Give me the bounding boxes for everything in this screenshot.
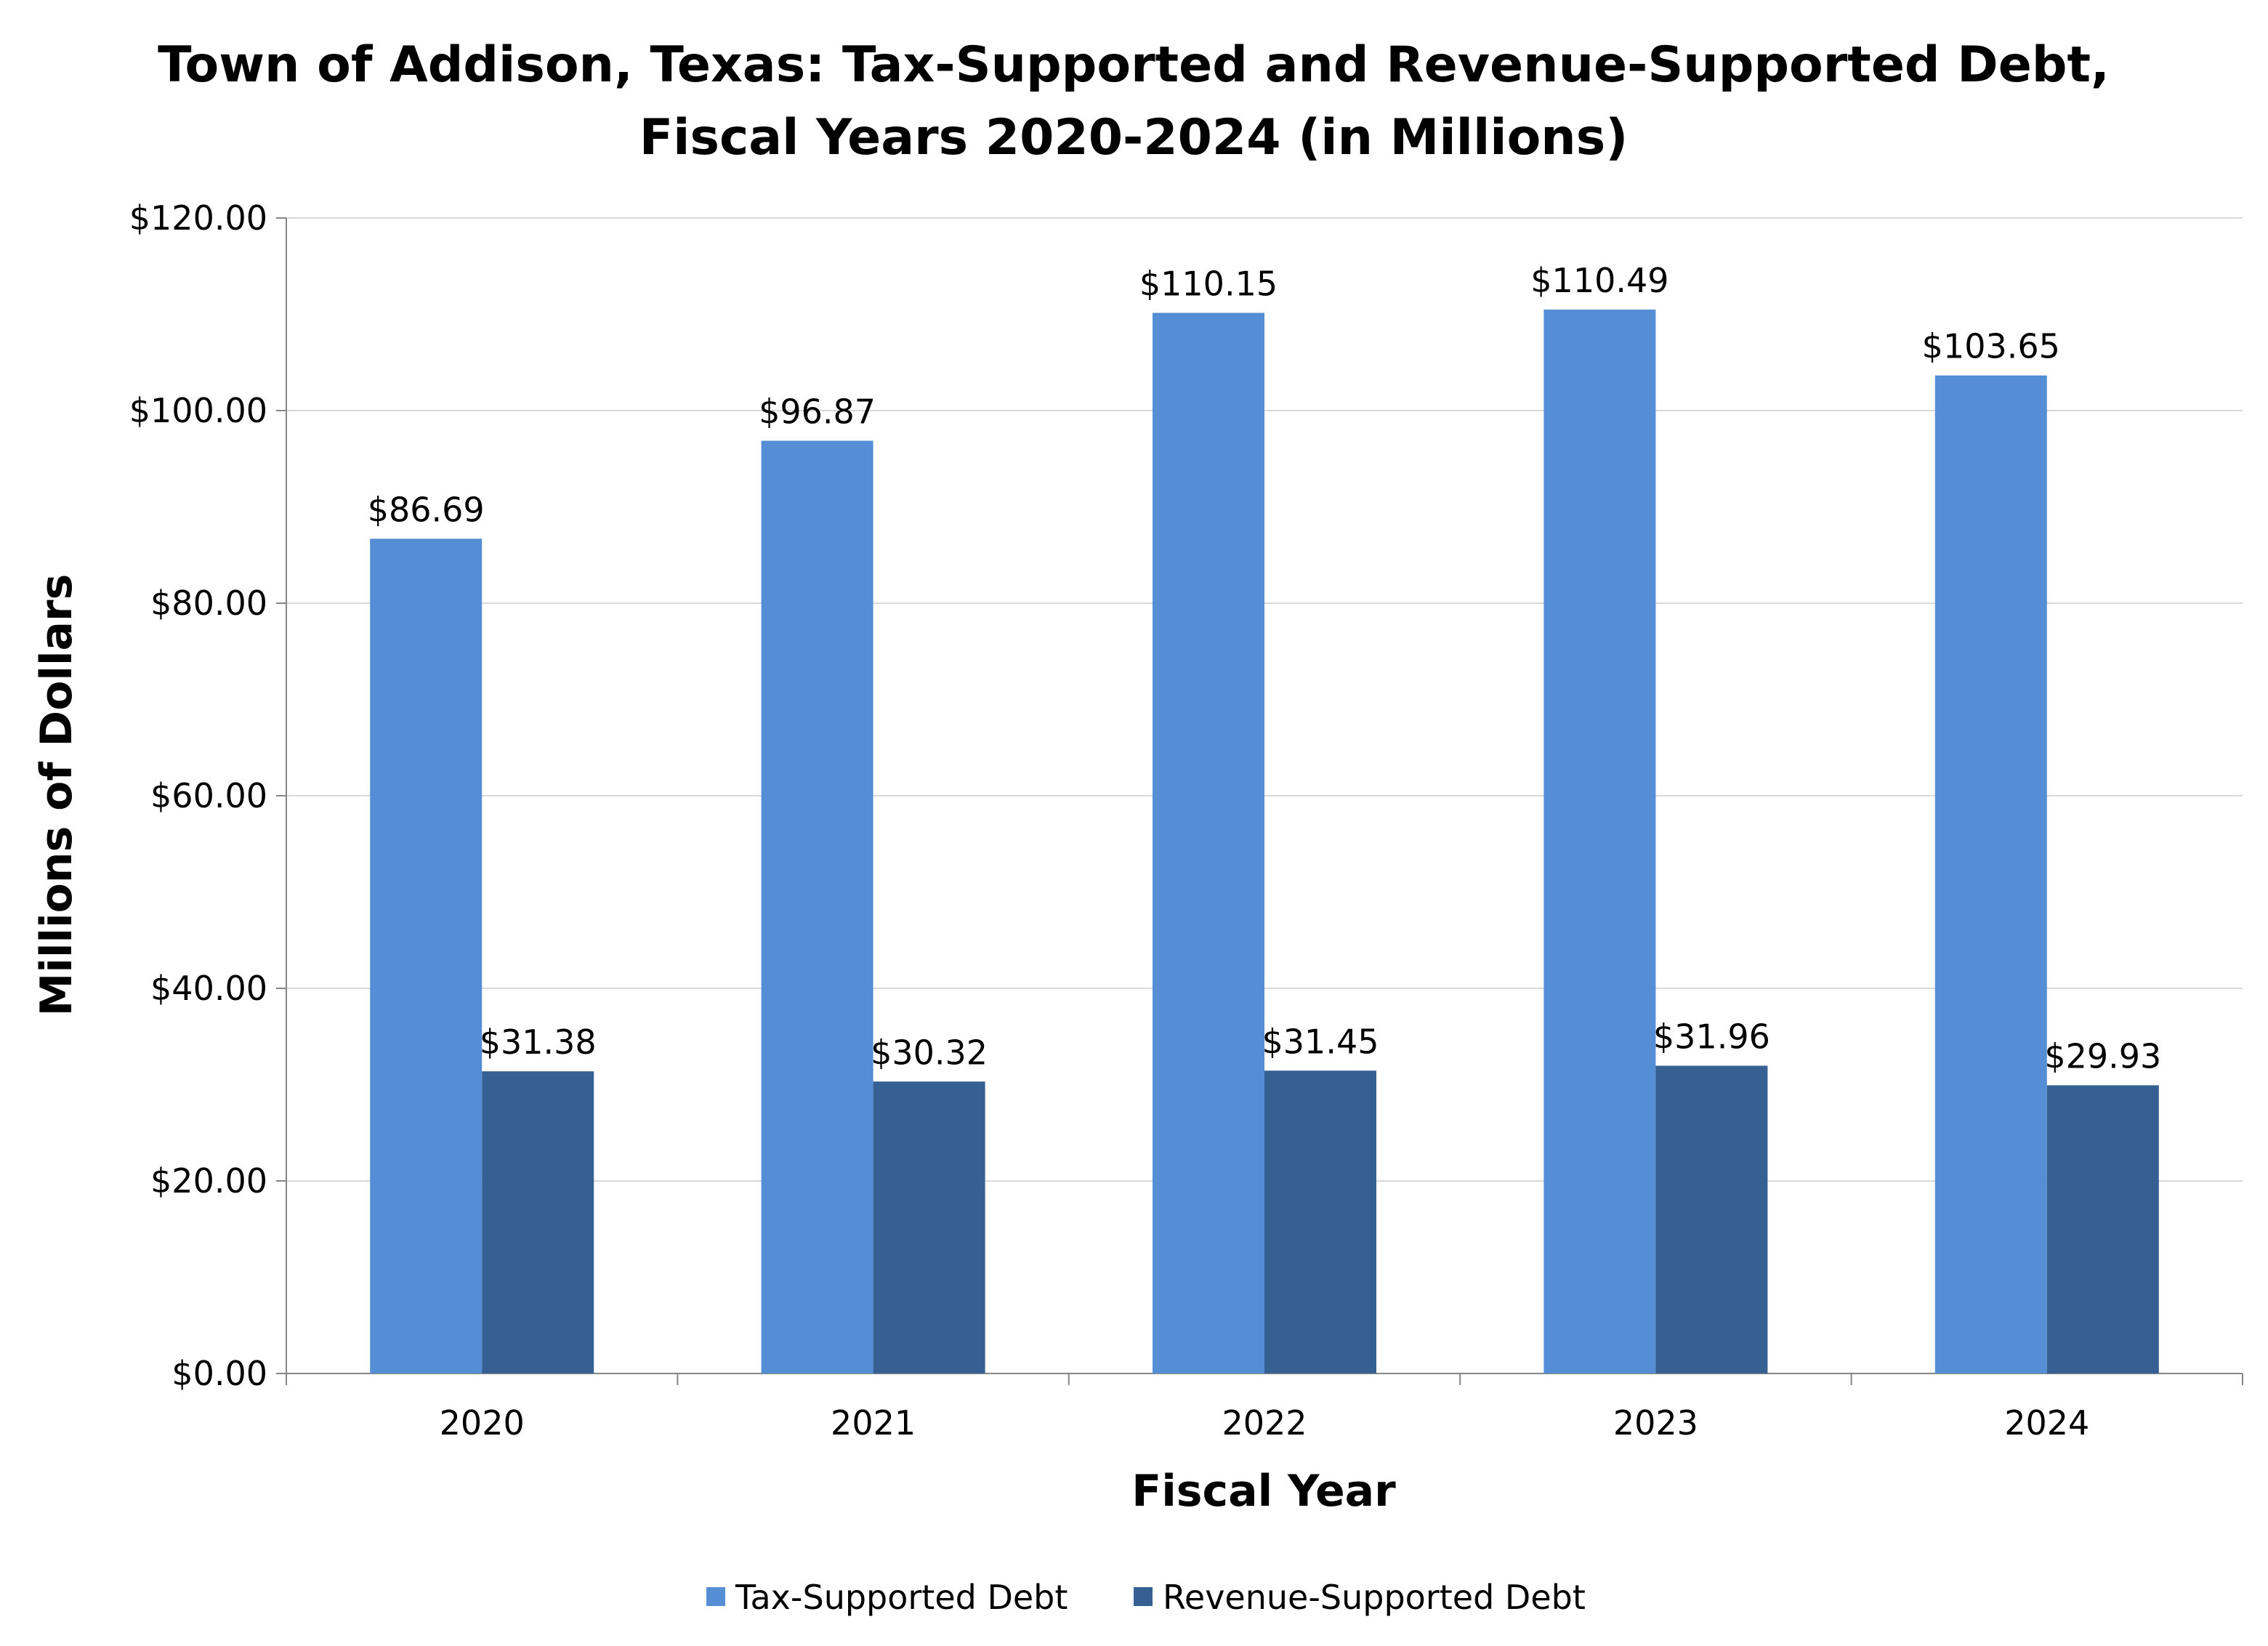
bar-tax-supported-debt-2024 bbox=[1934, 375, 2047, 1374]
y-tick-label: $60.00 bbox=[150, 776, 267, 815]
chart-subtitle: Fiscal Years 2020-2024 (in Millions) bbox=[639, 109, 1629, 166]
data-label-revenue-supported-debt-2024: $29.93 bbox=[2044, 1036, 2161, 1076]
y-tick-label: $0.00 bbox=[171, 1354, 267, 1393]
bar-revenue-supported-debt-2020 bbox=[482, 1071, 594, 1373]
y-tick-label: $120.00 bbox=[129, 198, 267, 238]
data-label-tax-supported-debt-2023: $110.49 bbox=[1530, 261, 1668, 300]
data-label-tax-supported-debt-2022: $110.15 bbox=[1139, 265, 1278, 304]
y-tick-label: $20.00 bbox=[150, 1161, 267, 1201]
data-labels: $86.69 $31.38 $96.87 $30.32 $110.15 $31.45 $11… bbox=[368, 261, 2162, 1076]
x-tick-label-2020: 2020 bbox=[440, 1403, 525, 1443]
bars bbox=[370, 310, 2159, 1374]
bar-tax-supported-debt-2021 bbox=[761, 440, 873, 1374]
data-label-tax-supported-debt-2020: $86.69 bbox=[368, 490, 485, 529]
y-tick-label: $40.00 bbox=[150, 969, 267, 1008]
data-label-revenue-supported-debt-2021: $30.32 bbox=[871, 1033, 988, 1072]
data-label-revenue-supported-debt-2020: $31.38 bbox=[480, 1022, 597, 1062]
x-tick-label-2024: 2024 bbox=[2004, 1403, 2089, 1443]
data-label-tax-supported-debt-2024: $103.65 bbox=[1922, 327, 2060, 366]
chart-title: Town of Addison, Texas: Tax-Supported an… bbox=[158, 36, 2110, 94]
y-axis-title: Millions of Dollars bbox=[31, 574, 82, 1017]
axes: $0.00 $20.00 $40.00 $60.00 $80.00 $100.00 $120… bbox=[129, 198, 2243, 1443]
bar-revenue-supported-debt-2023 bbox=[1655, 1065, 1768, 1373]
legend-label-revenue-supported: Revenue-Supported Debt bbox=[1163, 1578, 1586, 1617]
x-tick-label-2021: 2021 bbox=[831, 1403, 916, 1443]
bar-revenue-supported-debt-2021 bbox=[873, 1081, 985, 1373]
bar-revenue-supported-debt-2024 bbox=[2046, 1085, 2159, 1373]
bar-tax-supported-debt-2022 bbox=[1153, 312, 1264, 1374]
y-tick-label: $80.00 bbox=[150, 584, 267, 623]
x-tick-label-2023: 2023 bbox=[1613, 1403, 1698, 1443]
data-label-tax-supported-debt-2021: $96.87 bbox=[759, 392, 876, 431]
legend-label-tax-supported: Tax-Supported Debt bbox=[735, 1578, 1068, 1617]
data-label-revenue-supported-debt-2023: $31.96 bbox=[1653, 1017, 1770, 1057]
y-tick-label: $100.00 bbox=[129, 391, 267, 430]
bar-revenue-supported-debt-2022 bbox=[1264, 1070, 1376, 1373]
bar-tax-supported-debt-2023 bbox=[1543, 310, 1656, 1373]
data-label-revenue-supported-debt-2022: $31.45 bbox=[1262, 1022, 1379, 1061]
x-tick-label-2022: 2022 bbox=[1222, 1403, 1307, 1443]
legend-swatch-tax-supported bbox=[706, 1587, 725, 1606]
legend: Tax-Supported Debt Revenue-Supported Deb… bbox=[706, 1578, 1586, 1617]
legend-swatch-revenue-supported bbox=[1134, 1587, 1153, 1606]
x-axis-title: Fiscal Year bbox=[1131, 1466, 1396, 1517]
bar-tax-supported-debt-2020 bbox=[370, 538, 483, 1374]
